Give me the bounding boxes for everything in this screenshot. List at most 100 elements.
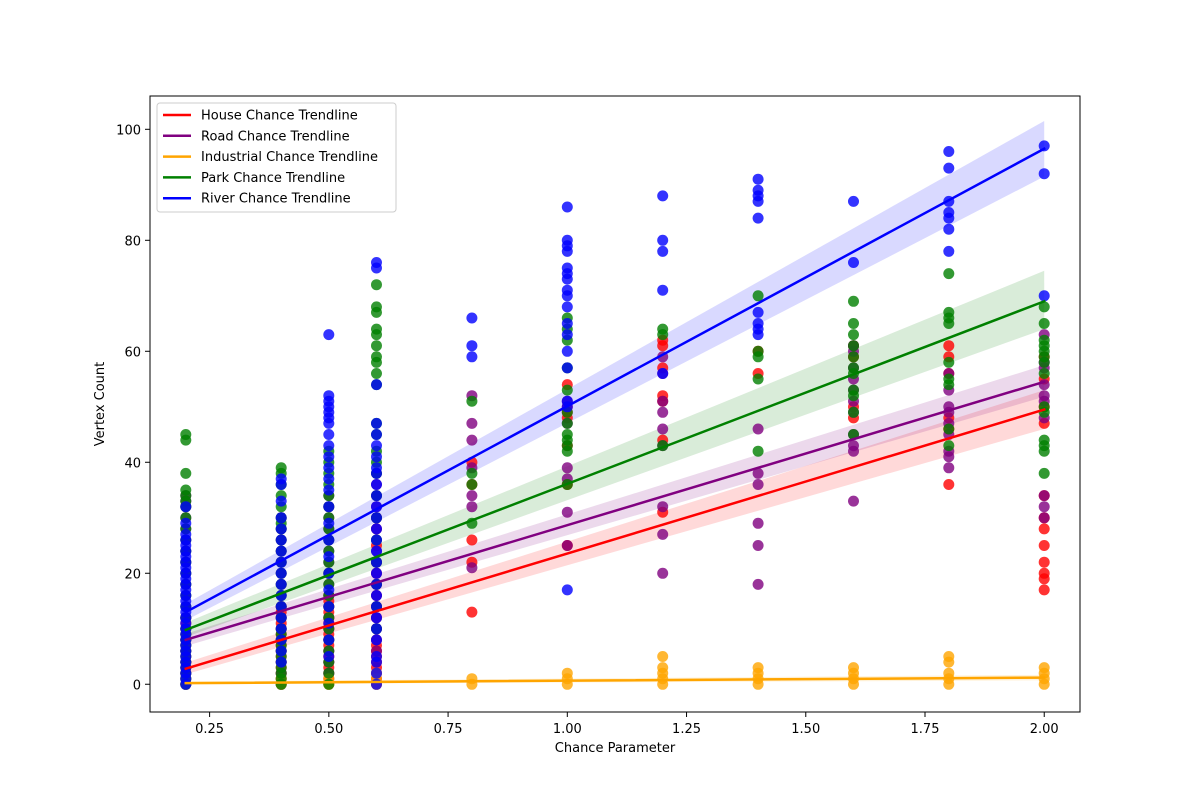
data-point [657, 190, 669, 202]
data-point [371, 257, 382, 268]
data-point [1038, 140, 1050, 152]
data-point [371, 490, 382, 502]
data-point [466, 417, 478, 429]
data-point [943, 306, 955, 318]
data-point [275, 623, 287, 635]
data-point [323, 501, 335, 513]
data-point [752, 318, 764, 329]
data-point [466, 479, 478, 490]
data-point [371, 534, 382, 546]
data-point [323, 584, 335, 596]
data-point [943, 356, 955, 368]
data-point [1038, 290, 1050, 302]
x-tick-label: 1.75 [911, 722, 940, 737]
data-point [752, 578, 764, 590]
data-point [180, 429, 192, 440]
data-point [657, 662, 669, 674]
data-point [561, 262, 573, 274]
data-point [561, 462, 573, 474]
y-tick-label: 0 [133, 678, 141, 693]
data-point [1038, 318, 1050, 329]
data-point [657, 284, 669, 296]
data-point [752, 373, 764, 385]
data-point [752, 445, 764, 457]
data-point [752, 173, 764, 185]
data-point [943, 245, 955, 257]
data-point [323, 473, 335, 485]
data-point [180, 501, 192, 513]
data-point [848, 340, 859, 352]
data-point [561, 284, 573, 296]
data-point [943, 162, 955, 174]
data-point [943, 146, 955, 157]
data-point [752, 479, 764, 490]
data-point [371, 545, 382, 557]
data-point [275, 567, 287, 579]
data-point [275, 578, 287, 590]
data-point [752, 184, 764, 196]
data-point [848, 195, 859, 207]
data-point [752, 306, 764, 318]
data-point [275, 495, 287, 507]
data-point [561, 318, 573, 329]
data-point [371, 323, 382, 335]
park-chance-trendline-line [184, 299, 1046, 632]
data-point [943, 268, 955, 280]
data-point [1038, 540, 1050, 551]
data-point [943, 340, 955, 352]
data-point [848, 295, 859, 307]
legend-label: Park Chance Trendline [201, 171, 345, 186]
data-point [371, 512, 382, 524]
data-point [657, 395, 669, 407]
data-point [371, 301, 382, 313]
data-point [657, 323, 669, 335]
data-point [943, 223, 955, 235]
data-point [1038, 301, 1050, 313]
data-point [323, 462, 335, 474]
data-point [180, 517, 192, 529]
data-point [848, 257, 859, 268]
data-point [371, 651, 382, 662]
data-point [371, 667, 382, 679]
data-point [371, 440, 382, 452]
y-axis: 0 20 40 60 80 100 [116, 123, 150, 693]
data-point [466, 490, 478, 502]
data-point [848, 329, 859, 341]
data-point [657, 423, 669, 435]
data-point [323, 678, 335, 690]
data-point [323, 651, 335, 662]
legend-label: Industrial Chance Trendline [201, 150, 378, 165]
data-point [275, 512, 287, 524]
data-point [275, 473, 287, 485]
legend-label: House Chance Trendline [201, 109, 358, 124]
x-axis-label: Chance Parameter [555, 741, 676, 756]
data-point [466, 606, 478, 618]
data-point [561, 329, 573, 341]
data-point [943, 440, 955, 452]
data-point [657, 528, 669, 540]
data-point [752, 212, 764, 224]
data-point [466, 501, 478, 513]
data-point [657, 234, 669, 246]
legend-label: River Chance Trendline [201, 192, 351, 207]
data-point [752, 467, 764, 479]
data-point [1038, 567, 1050, 579]
x-tick-label: 0.50 [314, 722, 343, 737]
data-point [323, 390, 335, 402]
park-chance-trendline-ci-band [185, 270, 1045, 638]
data-point [1038, 523, 1050, 535]
data-point [1038, 434, 1050, 446]
data-point [466, 312, 478, 324]
x-tick-label: 1.25 [672, 722, 701, 737]
data-point [323, 551, 335, 563]
data-point [466, 534, 478, 546]
legend-box [156, 102, 397, 213]
data-point [561, 301, 573, 313]
data-point [752, 662, 764, 674]
y-tick-label: 20 [124, 567, 141, 582]
data-point [561, 362, 573, 374]
data-point [466, 395, 478, 407]
x-axis: 0.25 0.50 0.75 1.00 1.25 1.50 1.75 2.00 [195, 712, 1059, 737]
data-point [943, 462, 955, 474]
